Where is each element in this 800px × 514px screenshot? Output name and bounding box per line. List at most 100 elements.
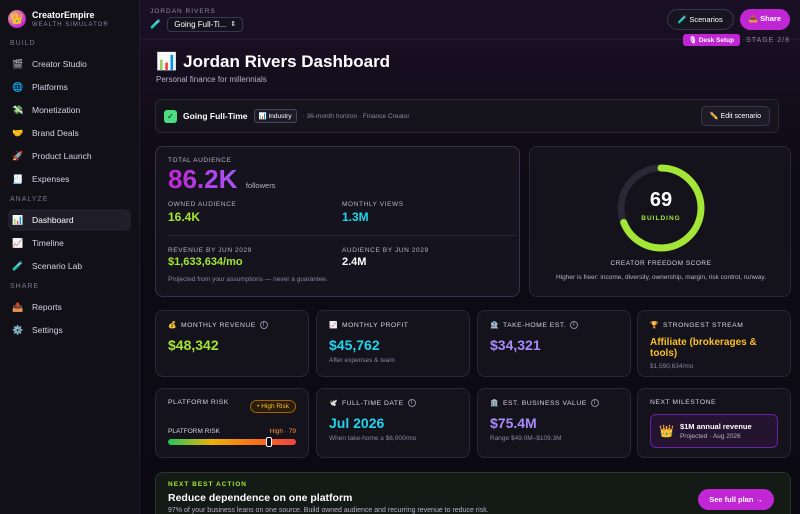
topbar: JORDAN RIVERS 🧪 Going Full-Ti... ⇕ 🧪 Sce… xyxy=(140,0,800,40)
total-audience-value: 86.2K xyxy=(168,164,238,194)
sidebar: 👑 CreatorEmpire WEALTH SIMULATOR BUILD 🎬 C… xyxy=(0,0,140,514)
scenarios-button-label: Scenarios xyxy=(689,15,723,24)
share-icon: 📤 xyxy=(748,14,759,23)
owned-audience-label: OWNED AUDIENCE xyxy=(168,201,237,208)
building-icon: 🏛️ xyxy=(490,400,499,407)
see-full-plan-button[interactable]: See full plan → xyxy=(698,489,774,510)
monthly-profit-card: 📈 MONTHLY PROFIT $45,762 After expenses … xyxy=(316,310,470,377)
trend-up-icon: 📈 xyxy=(329,322,338,329)
sidebar-item-expenses[interactable]: 🧾 Expenses xyxy=(8,168,131,190)
info-icon[interactable]: i xyxy=(590,399,599,407)
edit-scenario-label: Edit scenario xyxy=(720,113,761,120)
sidebar-item-creator-studio[interactable]: 🎬 Creator Studio xyxy=(8,53,131,75)
total-audience-label: TOTAL AUDIENCE xyxy=(168,157,232,164)
pencil-icon: 🧪 xyxy=(150,18,162,29)
sidebar-item-settings[interactable]: ⚙️ Settings xyxy=(8,319,131,341)
brand-name: CreatorEmpire xyxy=(32,9,95,20)
sidebar-item-label: Product Launch xyxy=(32,151,92,161)
share-button[interactable]: 📤 Share xyxy=(739,9,790,30)
info-icon[interactable]: i xyxy=(570,321,579,329)
sidebar-item-label: Monetization xyxy=(32,105,81,115)
score-ring: 69 BUILDING xyxy=(614,161,708,255)
dot-icon: • xyxy=(257,403,260,410)
crown-icon: 👑 xyxy=(8,10,26,28)
scenario-name: Going Full-Time xyxy=(183,111,248,121)
page-title: 📊 Jordan Rivers Dashboard xyxy=(156,52,784,72)
strongest-stream-label: STRONGEST STREAM xyxy=(662,321,744,329)
page-subtitle: Personal finance for millennials xyxy=(156,75,267,84)
milestone-sub: Projected · Aug 2026 xyxy=(679,433,741,440)
milestone-title: $1M annual revenue xyxy=(679,422,752,431)
scenarios-button[interactable]: 🧪 Scenarios xyxy=(666,9,734,30)
monthly-profit-sub: After expenses & team xyxy=(329,357,395,364)
take-home-label: TAKE-HOME EST. xyxy=(502,321,567,329)
info-icon[interactable]: i xyxy=(407,399,416,407)
platform-risk-label: PLATFORM RISK xyxy=(168,399,229,406)
take-home-card: 🏦 TAKE-HOME EST. i $34,321 xyxy=(477,310,631,377)
business-value-sub: Range $49.0M–$109.3M xyxy=(490,435,562,442)
chart-icon: 📊 xyxy=(258,113,267,120)
score-arc xyxy=(617,164,705,252)
monthly-profit-label: MONTHLY PROFIT xyxy=(341,321,409,329)
scenario-bar: ✓ Going Full-Time 📊 Industry · 36-month … xyxy=(155,99,779,133)
audience-by-value: 2.4M xyxy=(342,256,367,268)
risk-marker xyxy=(266,437,273,447)
sidebar-item-product-launch[interactable]: 🚀 Product Launch xyxy=(8,145,131,167)
test-tube-icon: 🧪 xyxy=(677,15,688,24)
divider xyxy=(168,235,516,236)
sidebar-section-label: ANALYZE xyxy=(10,196,49,203)
crown-icon: 👑 xyxy=(659,424,674,438)
edit-scenario-button[interactable]: ✏️ Edit scenario xyxy=(700,106,770,126)
sidebar-item-dashboard[interactable]: 📊 Dashboard xyxy=(8,209,131,231)
nav-icon: ⚙️ xyxy=(12,324,24,335)
page-header: 📊 Jordan Rivers Dashboard Personal finan… xyxy=(140,40,800,88)
sidebar-item-label: Dashboard xyxy=(32,215,74,225)
sidebar-item-label: Expenses xyxy=(32,174,70,184)
chart-icon: 📊 xyxy=(156,52,178,71)
nav-icon: 🚀 xyxy=(12,150,24,161)
sidebar-item-label: Settings xyxy=(32,325,63,335)
bank-icon: 🏦 xyxy=(490,322,499,329)
monthly-views-label: MONTHLY VIEWS xyxy=(342,201,404,208)
sidebar-nav: BUILD 🎬 Creator Studio 🌐 Platforms 💸 Monetizat… xyxy=(8,40,131,341)
revenue-by-value: $1,633,634/mo xyxy=(168,256,243,268)
sidebar-item-scenario-lab[interactable]: 🧪 Scenario Lab xyxy=(8,255,131,277)
nav-icon: 📊 xyxy=(12,214,24,225)
sidebar-item-label: Scenario Lab xyxy=(32,261,83,271)
sidebar-item-brand-deals[interactable]: 🤝 Brand Deals xyxy=(8,122,131,144)
scenario-select[interactable]: Going Full-Ti... ⇕ xyxy=(167,16,244,32)
scenario-meta: · 36-month horizon · Finance Creator xyxy=(302,112,410,120)
score-status: BUILDING xyxy=(641,215,681,222)
nav-icon: 🤝 xyxy=(12,127,24,138)
next-milestone-card: NEXT MILESTONE 👑 $1M annual revenue Proj… xyxy=(637,388,791,458)
sidebar-item-timeline[interactable]: 📈 Timeline xyxy=(8,232,131,254)
sidebar-item-label: Timeline xyxy=(32,238,64,248)
monthly-views-value: 1.3M xyxy=(342,210,369,224)
high-risk-label: High Risk xyxy=(261,403,289,410)
full-time-sub: When take-home ≥ $6,000/mo xyxy=(329,435,417,442)
business-value-card: 🏛️ EST. BUSINESS VALUE i $75.4M Range $4… xyxy=(477,388,631,458)
sidebar-section-label: BUILD xyxy=(10,40,36,47)
desk-setup-badge[interactable]: 🎙 Desk Setup xyxy=(682,34,741,46)
info-icon[interactable]: i xyxy=(259,321,268,329)
next-best-action-card: NEXT BEST ACTION Reduce dependence on on… xyxy=(155,472,791,514)
next-best-action-title: Reduce dependence on one platform xyxy=(168,492,353,504)
risk-meter xyxy=(168,437,296,447)
industry-tag-label: Industry xyxy=(268,113,292,120)
share-button-label: Share xyxy=(760,14,781,23)
pencil-icon: ✏️ xyxy=(709,113,719,120)
sidebar-item-reports[interactable]: 📤 Reports xyxy=(8,296,131,318)
money-bag-icon: 💰 xyxy=(168,322,177,329)
stage-indicator: 🎙 Desk Setup STAGE 2/8 xyxy=(682,34,790,46)
monthly-revenue-card: 💰 MONTHLY REVENUE i $48,342 xyxy=(155,310,309,377)
nav-icon: 🧾 xyxy=(12,173,24,184)
full-time-date-card: 🕊️ FULL-TIME DATE i Jul 2026 When take-h… xyxy=(316,388,470,458)
industry-tag: 📊 Industry xyxy=(253,109,297,123)
owned-audience-value: 16.4K xyxy=(168,210,201,224)
sidebar-item-platforms[interactable]: 🌐 Platforms xyxy=(8,76,131,98)
audience-card: TOTAL AUDIENCE 86.2K followers OWNED AUD… xyxy=(155,146,520,297)
milestone-item[interactable]: 👑 $1M annual revenue Projected · Aug 202… xyxy=(650,414,778,448)
sidebar-item-monetization[interactable]: 💸 Monetization xyxy=(8,99,131,121)
brand[interactable]: 👑 CreatorEmpire WEALTH SIMULATOR xyxy=(8,10,131,28)
nav-icon: 💸 xyxy=(12,104,24,115)
